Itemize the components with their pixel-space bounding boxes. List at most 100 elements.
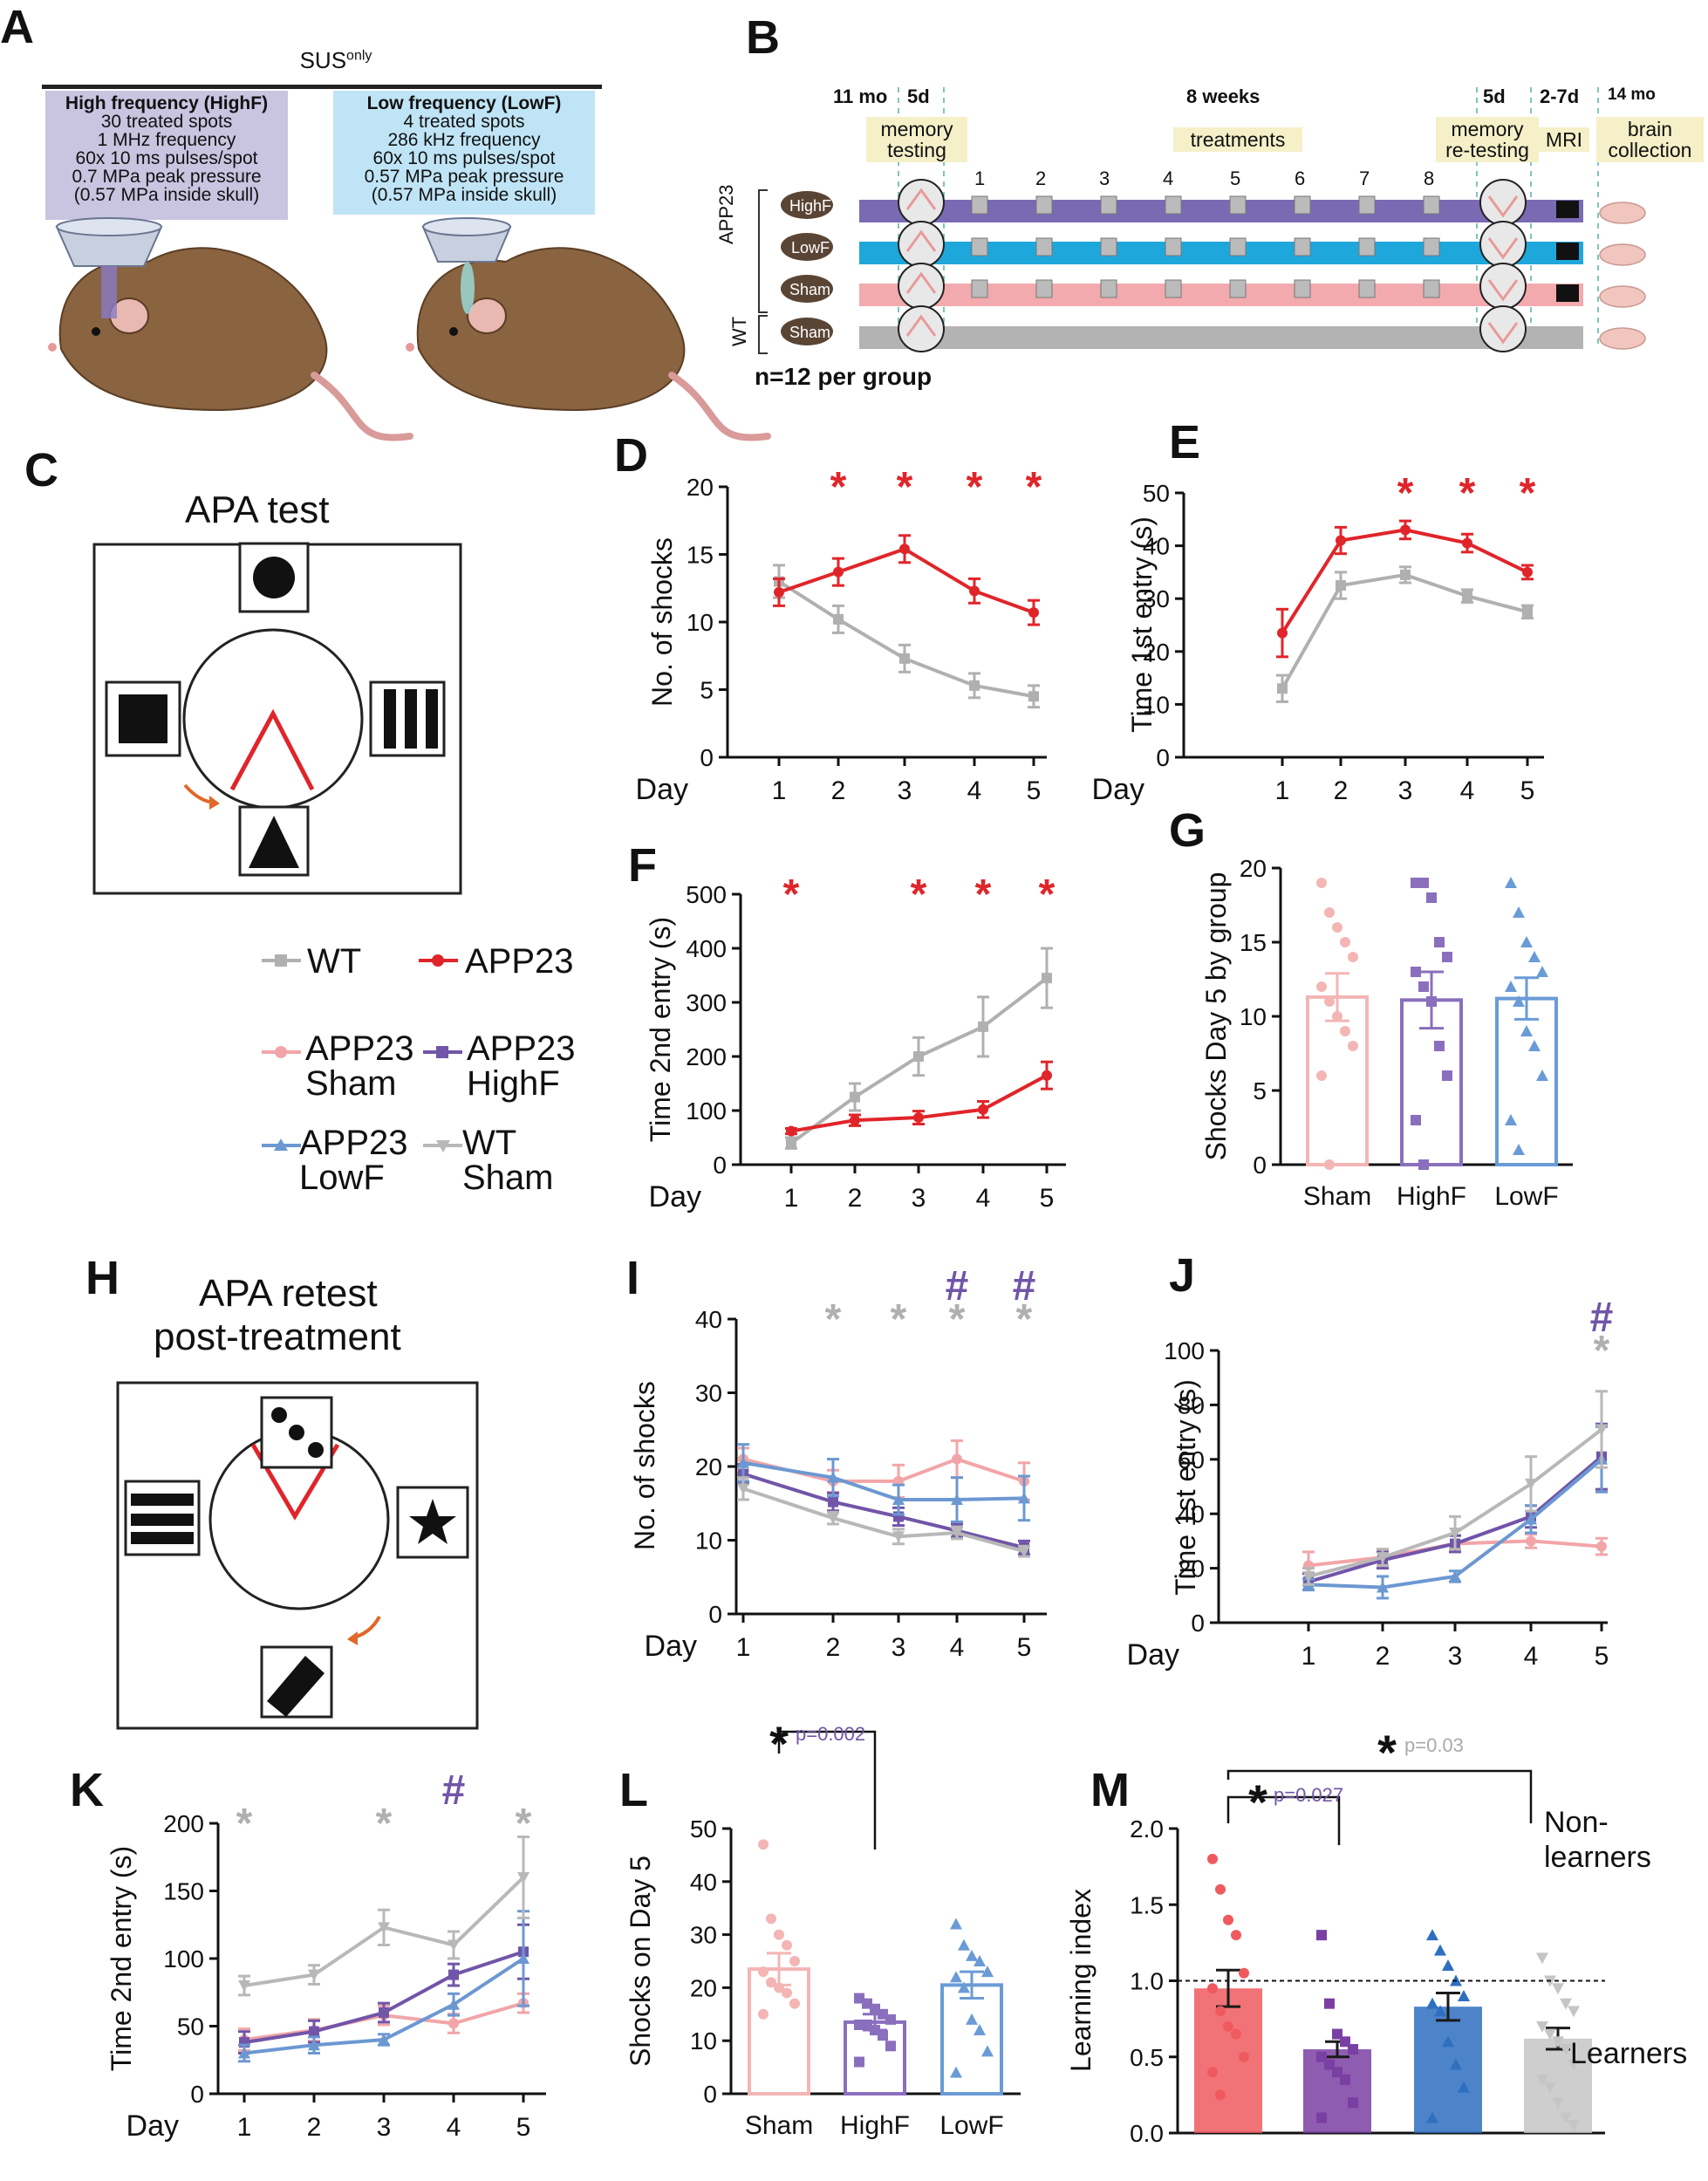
y-tick-label-K: 200 bbox=[163, 1810, 204, 1837]
y-tick-label-F: 300 bbox=[686, 989, 727, 1016]
data-point-M bbox=[1552, 2097, 1564, 2109]
week-number: 3 bbox=[1099, 168, 1110, 189]
y-tick-label-J: 100 bbox=[1164, 1337, 1205, 1364]
data-point-M bbox=[1231, 1930, 1241, 1941]
data-point-G bbox=[1332, 1011, 1342, 1022]
y-tick-label-J: 80 bbox=[1178, 1391, 1205, 1419]
label-brain-collection: brain collection bbox=[1596, 117, 1704, 162]
y-tick-label-D: 10 bbox=[687, 609, 714, 636]
data-point-K bbox=[309, 2026, 319, 2037]
data-point-L bbox=[766, 1977, 776, 1988]
significance-star-M2: * bbox=[1377, 1725, 1397, 1780]
y-tick-label-F: 200 bbox=[686, 1043, 727, 1070]
apa-test-title: APA test bbox=[185, 489, 330, 531]
x-tick-label-L: HighF bbox=[840, 2111, 910, 2140]
significance-mark-J: * bbox=[1594, 1328, 1610, 1374]
bar-L bbox=[748, 1967, 810, 2096]
x-tick-label-F: 5 bbox=[1040, 1184, 1055, 1213]
data-point-M bbox=[1215, 2089, 1226, 2101]
x-tick-label-G: LowF bbox=[1494, 1182, 1558, 1211]
data-point-L bbox=[974, 2024, 986, 2036]
x-tick-label-L: Sham bbox=[745, 2111, 813, 2140]
y-tick-label-D: 15 bbox=[687, 542, 714, 569]
data-point-K bbox=[379, 2007, 389, 2018]
data-point-D bbox=[899, 653, 910, 664]
y-axis-title-E: Time 1st entry (s) bbox=[1126, 516, 1158, 733]
data-point-G bbox=[1513, 906, 1525, 918]
y-tick-label-L: 10 bbox=[690, 2027, 717, 2055]
x-tick-label-D: 1 bbox=[772, 776, 787, 805]
data-point-F bbox=[850, 1115, 860, 1126]
data-point-G bbox=[1442, 952, 1452, 962]
highf-line: 0.7 MPa peak pressure bbox=[72, 167, 262, 187]
y-tick-label-E: 40 bbox=[1143, 533, 1170, 560]
significance-mark-K: * bbox=[516, 1801, 532, 1847]
lowf-line: 286 kHz frequency bbox=[387, 130, 541, 150]
legend-line: Sham bbox=[462, 1159, 554, 1197]
data-point-L bbox=[950, 1918, 962, 1930]
data-point-M bbox=[1458, 1989, 1470, 2001]
y-tick-label-L: 40 bbox=[690, 1869, 717, 1896]
label-memory-testing: memory testing bbox=[866, 117, 967, 162]
data-point-F bbox=[786, 1138, 796, 1149]
data-point-F bbox=[786, 1125, 796, 1137]
data-point-F bbox=[1042, 1070, 1052, 1081]
y-axis-title-F: Time 2nd entry (s) bbox=[645, 917, 676, 1142]
apa-arena-retest bbox=[116, 1381, 479, 1730]
data-point-L bbox=[782, 1939, 792, 1951]
data-point-M bbox=[1231, 2028, 1241, 2040]
y-tick-label-E: 50 bbox=[1143, 480, 1170, 507]
data-point-L bbox=[789, 1998, 800, 2009]
data-point-L bbox=[950, 2066, 962, 2078]
legend-line: WT bbox=[462, 1124, 517, 1162]
non-learners-label-2: learners bbox=[1544, 1841, 1651, 1874]
panel-letter-l: L bbox=[619, 1764, 648, 1816]
data-point-K bbox=[448, 2018, 459, 2029]
data-point-M bbox=[1239, 1967, 1249, 1979]
bar-M bbox=[1194, 1988, 1262, 2133]
lowf-line: 4 treated spots bbox=[403, 112, 525, 132]
data-point-L bbox=[885, 2041, 896, 2052]
data-point-L bbox=[966, 2013, 978, 2025]
apa-arena-test bbox=[92, 542, 462, 895]
data-point-M bbox=[1207, 1853, 1218, 1864]
label-5d-b: 5d bbox=[1483, 85, 1506, 107]
data-point-G bbox=[1536, 966, 1548, 977]
p-value-M1: p=0.027 bbox=[1274, 1784, 1343, 1806]
label-n-per-group: n=12 per group bbox=[755, 363, 933, 390]
data-point-L bbox=[758, 1966, 769, 1978]
legend-line: Sham bbox=[305, 1064, 397, 1103]
y-tick-label-I: 10 bbox=[695, 1528, 722, 1555]
x-tick-label-D: 2 bbox=[831, 776, 846, 805]
data-point-M bbox=[1239, 2051, 1249, 2062]
y-tick-label-J: 60 bbox=[1178, 1446, 1205, 1473]
data-point-L bbox=[981, 2045, 994, 2057]
data-point-D bbox=[1028, 607, 1039, 619]
legend-line: HighF bbox=[467, 1064, 560, 1103]
data-point-E bbox=[1462, 591, 1472, 602]
data-point-G bbox=[1316, 981, 1327, 992]
x-axis-title-J: Day bbox=[1127, 1638, 1179, 1672]
significance-mark-K: * bbox=[376, 1801, 393, 1847]
x-tick-label-K: 4 bbox=[447, 2113, 461, 2142]
data-point-L bbox=[782, 1987, 792, 1999]
row-label-wt-sham: Sham bbox=[789, 324, 831, 341]
y-tick-label-M: 0.5 bbox=[1130, 2044, 1164, 2071]
highf-title: High frequency (HighF) bbox=[65, 93, 269, 113]
data-point-G bbox=[1442, 1070, 1452, 1081]
panel-letter-a: A bbox=[0, 1, 34, 53]
data-point-L bbox=[774, 1929, 784, 1940]
data-point-G bbox=[1434, 1041, 1445, 1051]
y-tick-label-I: 0 bbox=[708, 1601, 722, 1628]
significance-mark-D: * bbox=[967, 464, 983, 510]
legend-line: LowF bbox=[299, 1159, 385, 1197]
lowf-line: 0.57 MPa peak pressure bbox=[364, 167, 564, 187]
data-point-G bbox=[1324, 907, 1335, 918]
y-tick-label-G: 5 bbox=[1253, 1077, 1267, 1104]
data-point-L bbox=[958, 1981, 970, 1993]
label-5d-a: 5d bbox=[907, 85, 930, 107]
x-tick-label-K: 2 bbox=[307, 2113, 322, 2142]
y-tick-label-D: 5 bbox=[700, 677, 714, 704]
significance-bracket-M1 bbox=[1226, 1795, 1341, 1845]
bar-G bbox=[1495, 996, 1558, 1166]
